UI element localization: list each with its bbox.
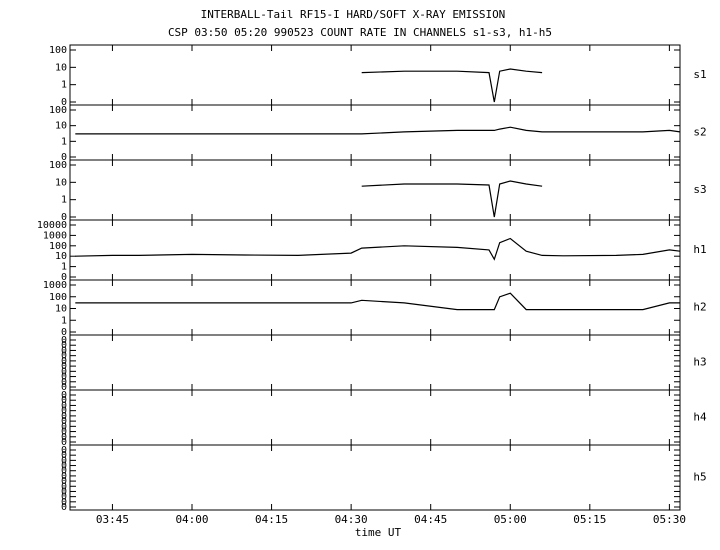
panel-frame <box>69 279 681 336</box>
x-tick-label: 05:30 <box>653 513 686 526</box>
y-tick-label: 0 <box>61 486 67 497</box>
y-tick-label: 1 <box>61 262 67 273</box>
panel-label: h2 <box>693 301 706 314</box>
y-tick-label: 1 <box>61 80 67 91</box>
panel-label: h1 <box>693 243 706 256</box>
panel-label: h3 <box>693 356 706 369</box>
y-tick-label: 10 <box>55 121 67 132</box>
series-line <box>361 180 543 218</box>
y-tick-label: 100 <box>49 292 67 303</box>
chart-title: INTERBALL-Tail RF15-I HARD/SOFT X-RAY EM… <box>201 8 506 21</box>
y-tick-label: 0 <box>61 327 67 338</box>
y-tick-label: 0 <box>61 400 67 411</box>
y-tick-label: 10 <box>55 304 67 315</box>
y-tick-label: 0 <box>61 421 67 432</box>
panel-label: h5 <box>693 471 706 484</box>
x-tick-label: 04:15 <box>255 513 288 526</box>
y-tick-label: 0 <box>61 466 67 477</box>
y-tick-label: 0 <box>61 476 67 487</box>
y-tick-label: 1000 <box>43 230 67 241</box>
panel-label: s3 <box>693 183 706 196</box>
y-tick-label: 0 <box>61 455 67 466</box>
panel-frame <box>69 219 681 281</box>
panel-label: s1 <box>693 68 706 81</box>
y-tick-label: 0 <box>61 395 67 406</box>
panel-frame <box>69 444 681 511</box>
y-tick-label: 0 <box>61 411 67 422</box>
x-tick-label: 03:45 <box>96 513 129 526</box>
y-tick-label: 0 <box>61 450 67 461</box>
y-tick-label: 1000 <box>43 280 67 291</box>
panel-frame <box>69 44 681 106</box>
x-tick-label: 04:00 <box>175 513 208 526</box>
y-tick-label: 0 <box>61 481 67 492</box>
chart-subtitle: CSP 03:50 05:20 990523 COUNT RATE IN CHA… <box>168 26 552 39</box>
panel-frame <box>69 389 681 446</box>
y-tick-label: 0 <box>61 272 67 283</box>
y-tick-label: 0 <box>61 382 67 393</box>
x-tick-label: 04:30 <box>335 513 368 526</box>
y-tick-label: 10 <box>55 251 67 262</box>
y-tick-label: 100 <box>49 105 67 116</box>
y-tick-label: 0 <box>61 427 67 438</box>
series-line <box>75 237 681 261</box>
y-tick-label: 0 <box>61 406 67 417</box>
x-tick-label: 05:00 <box>494 513 527 526</box>
y-tick-label: 0 <box>61 497 67 508</box>
panel-frame <box>69 159 681 221</box>
y-tick-label: 1 <box>61 136 67 147</box>
y-tick-label: 1 <box>61 315 67 326</box>
y-tick-label: 10000 <box>37 220 67 231</box>
series-line <box>75 292 680 311</box>
y-tick-label: 0 <box>61 437 67 448</box>
y-tick-label: 0 <box>61 502 67 513</box>
y-tick-label: 0 <box>61 351 67 362</box>
y-tick-label: 0 <box>61 492 67 503</box>
y-tick-label: 10 <box>55 177 67 188</box>
panel-label: s2 <box>693 126 706 139</box>
y-tick-label: 0 <box>61 432 67 443</box>
y-tick-label: 0 <box>61 356 67 367</box>
y-tick-label: 0 <box>61 340 67 351</box>
series-line <box>75 126 681 135</box>
y-tick-label: 0 <box>61 377 67 388</box>
y-tick-label: 0 <box>61 345 67 356</box>
x-axis-label: time UT <box>355 526 402 539</box>
y-tick-label: 0 <box>61 416 67 427</box>
y-tick-label: 0 <box>61 97 67 108</box>
y-tick-label: 0 <box>61 445 67 456</box>
y-tick-label: 100 <box>49 160 67 171</box>
y-tick-label: 0 <box>61 461 67 472</box>
panel-label: h4 <box>693 411 707 424</box>
x-tick-label: 04:45 <box>414 513 447 526</box>
y-tick-label: 0 <box>61 335 67 346</box>
y-tick-label: 0 <box>61 471 67 482</box>
panel-frame <box>69 334 681 391</box>
y-tick-label: 100 <box>49 45 67 56</box>
y-tick-label: 0 <box>61 152 67 163</box>
y-tick-label: 10 <box>55 62 67 73</box>
y-tick-label: 0 <box>61 372 67 383</box>
x-tick-label: 05:15 <box>573 513 606 526</box>
y-tick-label: 0 <box>61 361 67 372</box>
y-tick-label: 1 <box>61 195 67 206</box>
y-tick-label: 0 <box>61 390 67 401</box>
y-tick-label: 0 <box>61 212 67 223</box>
y-tick-label: 0 <box>61 366 67 377</box>
series-line <box>361 68 543 103</box>
y-tick-label: 100 <box>49 241 67 252</box>
